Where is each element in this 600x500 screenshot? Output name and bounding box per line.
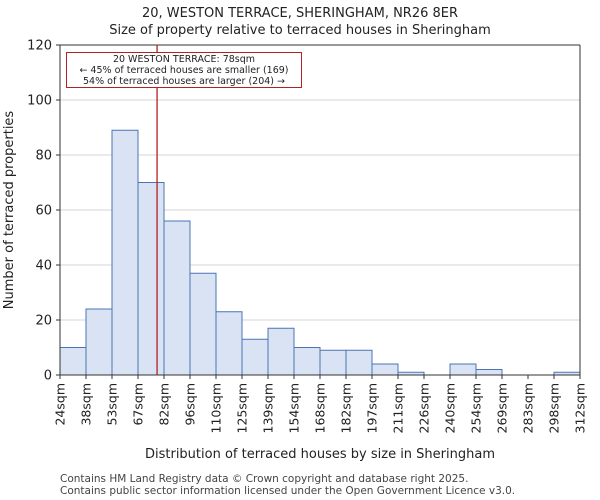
x-tick-label: 67sqm xyxy=(131,383,146,426)
histogram-bar xyxy=(85,308,113,376)
chart-title-line2: Size of property relative to terraced ho… xyxy=(109,23,491,38)
x-tick-label: 82sqm xyxy=(157,383,172,426)
histogram-bar xyxy=(59,347,87,376)
y-tick-label: 0 xyxy=(44,369,52,384)
histogram-bar xyxy=(137,182,165,376)
histogram-bar xyxy=(215,311,243,376)
x-tick-label: 182sqm xyxy=(339,383,354,433)
y-axis-title: Number of terraced properties xyxy=(2,111,17,310)
histogram-bar xyxy=(345,349,373,376)
y-tick-label: 80 xyxy=(35,149,52,164)
histogram-bar xyxy=(475,369,503,376)
histogram-bar xyxy=(241,338,269,376)
x-tick-label: 312sqm xyxy=(573,383,588,433)
annotation-line-1: 20 WESTON TERRACE: 78sqm xyxy=(112,54,256,65)
histogram-bar xyxy=(319,349,347,376)
x-tick-label: 269sqm xyxy=(495,383,510,433)
x-tick-label: 53sqm xyxy=(105,383,120,426)
y-tick-label: 20 xyxy=(35,314,52,329)
histogram-bar xyxy=(293,347,321,376)
y-tick-label: 40 xyxy=(35,259,52,274)
footer-line-2: Contains public sector information licen… xyxy=(60,485,516,497)
x-tick-label: 254sqm xyxy=(469,383,484,433)
x-tick-label: 154sqm xyxy=(287,383,302,433)
x-tick-label: 283sqm xyxy=(521,383,536,433)
histogram-bar xyxy=(111,129,139,376)
y-tick-label: 120 xyxy=(27,39,52,54)
y-tick-label: 100 xyxy=(27,94,52,109)
y-tick-label: 60 xyxy=(35,204,52,219)
x-tick-label: 298sqm xyxy=(547,383,562,433)
x-tick-label: 168sqm xyxy=(313,383,328,433)
chart-title-line1: 20, WESTON TERRACE, SHERINGHAM, NR26 8ER xyxy=(141,6,459,21)
x-tick-label: 38sqm xyxy=(79,383,94,426)
annotation-line-3: 54% of terraced houses are larger (204) … xyxy=(83,76,285,87)
x-axis-title: Distribution of terraced houses by size … xyxy=(145,447,495,462)
annotation-line-2: ← 45% of terraced houses are smaller (16… xyxy=(79,65,289,76)
histogram-bar xyxy=(267,327,295,376)
property-annotation-box: 20 WESTON TERRACE: 78sqm ← 45% of terrac… xyxy=(66,52,302,88)
histogram-bar xyxy=(189,272,217,376)
histogram-bar xyxy=(163,220,191,376)
histogram-bar xyxy=(371,363,399,376)
x-tick-label: 197sqm xyxy=(365,383,380,433)
x-tick-label: 240sqm xyxy=(443,383,458,433)
footer-line-1: Contains HM Land Registry data © Crown c… xyxy=(60,473,469,485)
x-tick-label: 110sqm xyxy=(209,383,224,433)
x-tick-label: 139sqm xyxy=(261,383,276,433)
x-tick-label: 211sqm xyxy=(391,383,406,433)
x-tick-label: 226sqm xyxy=(417,383,432,433)
x-tick-label: 96sqm xyxy=(183,383,198,426)
histogram-bar xyxy=(449,363,477,376)
x-tick-label: 24sqm xyxy=(53,383,68,426)
x-tick-label: 125sqm xyxy=(235,383,250,433)
